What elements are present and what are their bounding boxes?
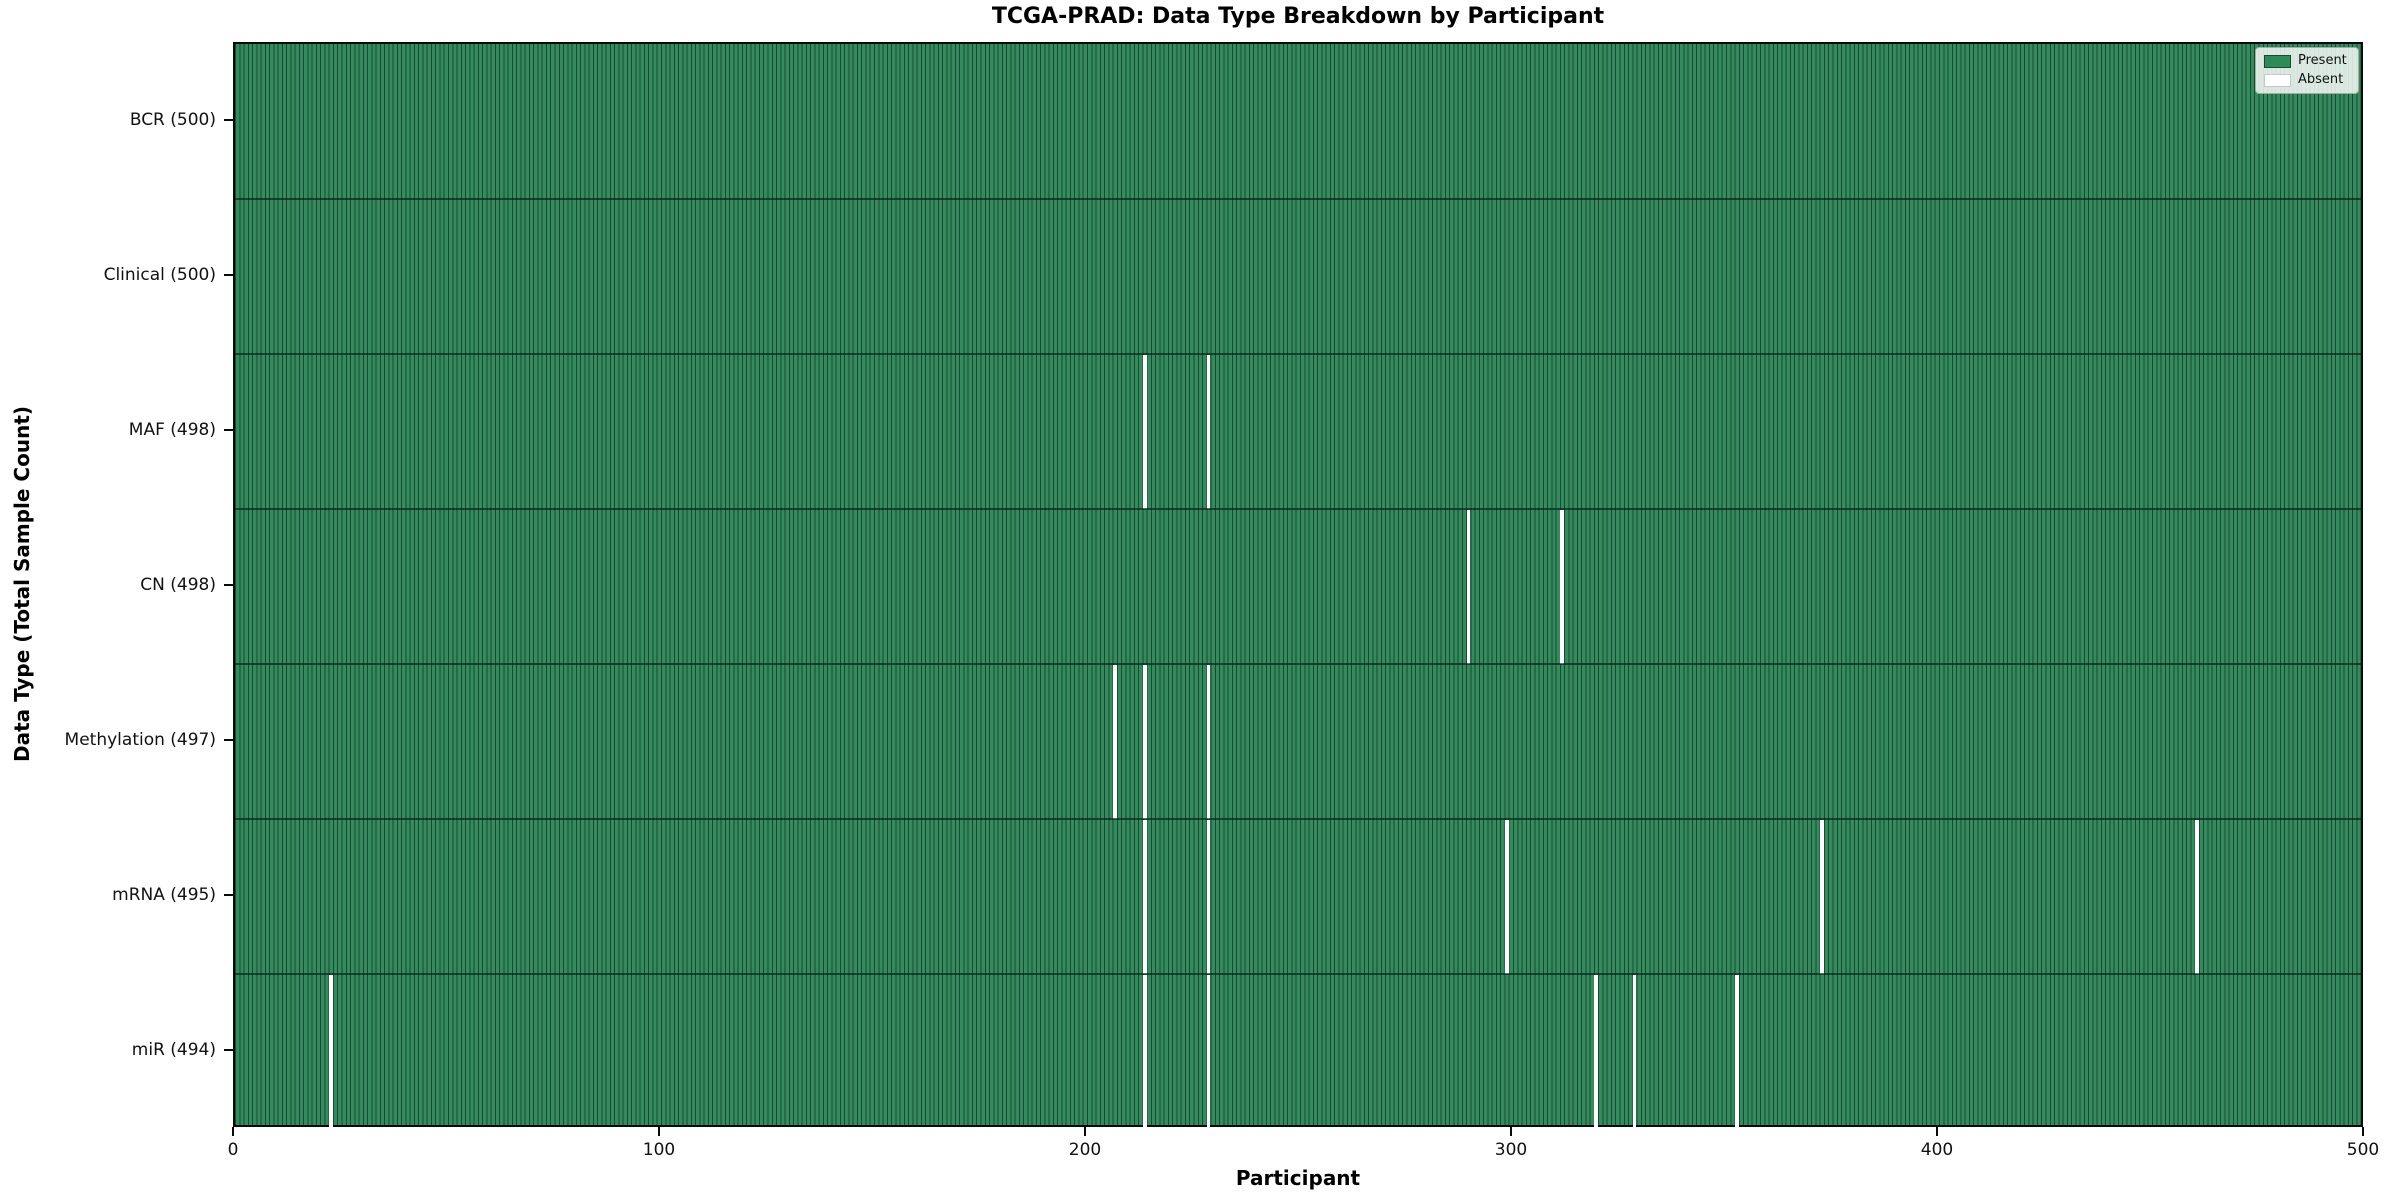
absent-gap-mRNA-372 [1820,820,1824,974]
x-tick [1510,1127,1512,1136]
absent-gap-mRNA-460 [2195,820,2199,974]
absent-gap-Methylation-213 [1142,665,1147,819]
absent-gap-miR-228 [1206,975,1211,1129]
y-tick [224,1048,233,1051]
absent-gap-miR-352 [1735,975,1739,1129]
x-tick [1936,1127,1938,1136]
x-tick-label-200: 200 [1068,1140,1102,1160]
absent-gap-mRNA-298 [1504,820,1509,974]
legend-absent-label: Absent [2298,72,2344,87]
absent-gap-MAF-228 [1206,355,1211,509]
x-tick [658,1127,660,1136]
x-tick-label-300: 300 [1494,1140,1528,1160]
x-axis-label: Participant [1235,1166,1361,1190]
legend-present-label: Present [2298,53,2347,68]
y-tick [224,428,233,431]
y-tick-label-miR: miR (494) [131,1039,216,1060]
legend-item-present: Present [2264,54,2350,68]
x-tick-label-100: 100 [642,1140,676,1160]
y-tick [224,118,233,121]
row-divider [235,818,2361,820]
y-tick-label-CN: CN (498) [140,574,216,595]
x-tick-label-0: 0 [227,1140,239,1160]
row-divider [235,508,2361,510]
absent-gap-miR-328 [1632,975,1637,1129]
absent-gap-CN-311 [1560,510,1565,664]
y-tick-label-Clinical: Clinical (500) [103,264,216,285]
y-tick [224,273,233,276]
y-tick-label-mRNA: mRNA (495) [112,884,216,905]
row-divider [235,973,2361,975]
absent-gap-mRNA-228 [1206,820,1211,974]
x-tick [232,1127,234,1136]
y-tick [224,583,233,586]
legend-item-absent: Absent [2264,73,2350,87]
x-tick [1084,1127,1086,1136]
y-tick [224,893,233,896]
absent-gap-CN-289 [1466,510,1471,664]
absent-gap-Methylation-206 [1113,665,1117,819]
row-divider [235,198,2361,200]
x-tick-label-500: 500 [2346,1140,2380,1160]
plot-area [233,42,2363,1129]
x-tick [2362,1127,2364,1136]
y-tick-label-Methylation: Methylation (497) [64,729,216,750]
absent-gap-miR-319 [1594,975,1599,1129]
absent-gap-Methylation-228 [1206,665,1211,819]
y-tick-label-MAF: MAF (498) [128,419,216,440]
y-tick [224,738,233,741]
row-divider [235,663,2361,665]
absent-gap-miR-22 [329,975,333,1129]
absent-gap-mRNA-213 [1142,820,1147,974]
absent-gap-miR-213 [1142,975,1147,1129]
y-tick-label-BCR: BCR (500) [129,109,216,130]
x-tick-label-400: 400 [1920,1140,1954,1160]
row-divider [235,353,2361,355]
absent-gap-MAF-213 [1142,355,1147,509]
absent-swatch-icon [2264,73,2291,87]
present-swatch-icon [2264,54,2291,68]
chart-title: TCGA-PRAD: Data Type Breakdown by Partic… [991,4,1605,29]
legend: Present Absent [2255,47,2359,94]
